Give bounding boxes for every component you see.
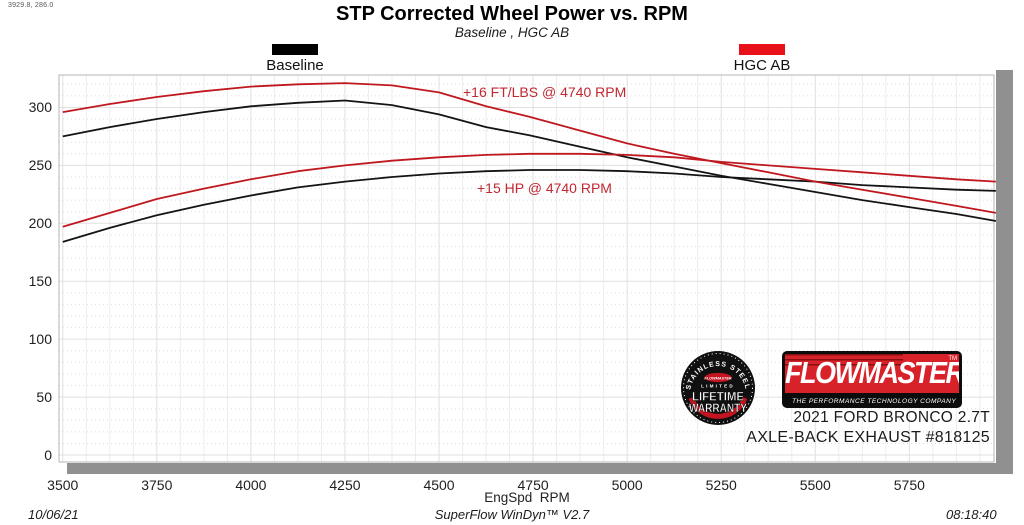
- y-tick-label: 250: [28, 157, 52, 174]
- torque-gain-annotation: +16 FT/LBS @ 4740 RPM: [463, 84, 627, 100]
- hgc-ab-color-swatch: [739, 44, 785, 55]
- badge-limited-text: LIMITED: [701, 384, 735, 389]
- x-tick-label: 4750: [517, 477, 549, 493]
- power-gain-annotation: +15 HP @ 4740 RPM: [477, 180, 612, 196]
- x-axis-title: EngSpd RPM: [484, 490, 570, 505]
- y-tick-label: 300: [28, 99, 52, 116]
- x-tick-label: 4000: [235, 477, 267, 493]
- vehicle-description: 2021 FORD BRONCO 2.7T: [793, 409, 990, 426]
- badge-dot-ring: [683, 353, 753, 423]
- chart-title: STP Corrected Wheel Power vs. RPM: [336, 3, 688, 25]
- y-tick-label: 50: [36, 389, 52, 406]
- y-tick-label: 0: [44, 447, 52, 464]
- y-tick-label: 200: [28, 215, 52, 232]
- x-tick-label: 3500: [47, 477, 79, 493]
- run-time: 08:18:40: [946, 507, 997, 522]
- x-tick-label: 5000: [611, 477, 643, 493]
- x-tick-label: 5750: [893, 477, 925, 493]
- flowmaster-logo-wordmark: FLOWMASTER: [785, 356, 959, 390]
- run-date: 10/06/21: [28, 507, 79, 522]
- legend-item-hgc-ab: HGC AB: [702, 44, 822, 74]
- badge-red-ribbon: [688, 396, 748, 419]
- flowmaster-logo-tagline: THE PERFORMANCE TECHNOLOGY COMPANY: [792, 398, 957, 405]
- plot-shadow-bottom: [67, 463, 1013, 474]
- y-tick-label: 150: [28, 273, 52, 290]
- software-version: SuperFlow WinDyn™ V2.7: [434, 507, 590, 522]
- legend-item-baseline: Baseline: [235, 44, 355, 74]
- exhaust-part-number: AXLE-BACK EXHAUST #818125: [746, 429, 990, 446]
- x-axis-tick-labels: 3500 3750 4000 4250 4500 4750 5000 5250 5500 5750: [0, 477, 1024, 493]
- badge-flowmaster-oval: [704, 372, 732, 383]
- flowmaster-logo-stripes: [785, 354, 903, 367]
- y-tick-label: 100: [28, 331, 52, 348]
- badge-brand-text: FLOWMASTER: [704, 376, 731, 380]
- x-tick-label: 4500: [423, 477, 455, 493]
- x-tick-label: 4250: [329, 477, 361, 493]
- legend-label-baseline: Baseline: [266, 57, 324, 74]
- x-tick-label: 5500: [799, 477, 831, 493]
- legend-label-hgc-ab: HGC AB: [733, 57, 791, 74]
- x-tick-label: 3750: [141, 477, 173, 493]
- badge-lifetime-text: LIFETIME: [692, 390, 744, 404]
- badge-warranty-text: WARRANTY: [689, 401, 747, 415]
- y-axis-tick-labels: 0 50 100 150 200 250 300: [0, 0, 52, 525]
- x-tick-label: 5250: [705, 477, 737, 493]
- chart-subtitle: Baseline , HGC AB: [454, 25, 570, 40]
- flowmaster-logo-tm: TM: [948, 356, 957, 362]
- baseline-color-swatch: [272, 44, 318, 55]
- cursor-readout: 3929.8, 286.0: [8, 2, 54, 9]
- lifetime-warranty-badge: STAINLESS STEEL FLOWMASTER LIMITED LIFET…: [681, 351, 755, 425]
- flowmaster-logo-red-field: FLOWMASTER TM: [785, 354, 959, 393]
- flowmaster-logo: FLOWMASTER TM THE PERFORMANCE TECHNOLOGY…: [782, 351, 962, 408]
- plot-shadow-right: [996, 70, 1013, 474]
